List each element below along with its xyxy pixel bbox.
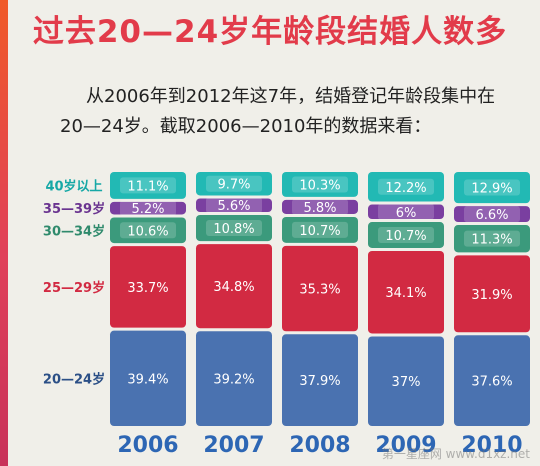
intro-line-1: 从2006年到2012年这7年，结婚登记年龄段集中在 <box>86 86 496 107</box>
data-label-2006-1: 33.7% <box>127 281 168 296</box>
data-label-2008-0: 37.9% <box>299 374 340 389</box>
bar-segment-2006-0 <box>110 330 186 426</box>
bar-label-bg-2010-2 <box>464 230 520 247</box>
bar-label-bg-2009-3 <box>378 203 434 220</box>
bar-label-bg-2010-3 <box>464 206 520 223</box>
data-label-2007-4: 9.7% <box>217 178 250 193</box>
bar-label-bg-2006-4 <box>120 177 176 194</box>
bar-segment-2008-3 <box>282 199 358 214</box>
data-label-2008-1: 35.3% <box>299 283 340 298</box>
data-label-2006-3: 5.2% <box>131 202 164 217</box>
bar-segment-2006-3 <box>110 201 186 215</box>
bar-segment-2008-2 <box>282 216 358 243</box>
bar-segment-2007-1 <box>196 244 272 329</box>
data-label-2010-1: 31.9% <box>471 288 512 303</box>
legend-item-2: 30—34岁 <box>43 223 105 239</box>
bar-segment-2007-4 <box>196 172 272 196</box>
data-label-2008-2: 10.7% <box>299 224 340 239</box>
bar-label-bg-2007-4 <box>206 175 262 192</box>
data-label-2009-2: 10.7% <box>385 229 426 244</box>
bar-label-bg-2007-3 <box>206 197 262 214</box>
bar-segment-2009-4 <box>368 172 444 202</box>
bar-segment-2006-2 <box>110 217 186 244</box>
data-label-2009-4: 12.2% <box>385 181 426 196</box>
legend-item-3: 35—39岁 <box>43 201 105 217</box>
data-label-2007-2: 10.8% <box>213 222 254 237</box>
data-label-2010-3: 6.6% <box>475 208 508 223</box>
bar-label-bg-2010-4 <box>464 179 520 196</box>
x-tick-label-2006: 2006 <box>117 433 178 458</box>
x-tick-label-2010: 2010 <box>461 433 522 458</box>
bar-segment-2008-0 <box>282 334 358 426</box>
bar-segment-2010-3 <box>454 206 530 223</box>
legend-item-0: 20—24岁 <box>43 371 105 387</box>
bar-segment-2009-3 <box>368 204 444 220</box>
bar-segment-2007-0 <box>196 331 272 426</box>
bar-segment-2008-4 <box>282 172 358 197</box>
watermark: 第一星座网 www.d1xz.net <box>382 446 530 461</box>
bar-segment-2010-0 <box>454 335 530 426</box>
data-label-2007-3: 5.6% <box>217 199 250 214</box>
data-label-2009-3: 6% <box>396 206 417 221</box>
data-label-2010-0: 37.6% <box>471 375 512 390</box>
bar-label-bg-2006-2 <box>120 222 176 239</box>
bar-segment-2009-0 <box>368 336 444 426</box>
bar-segment-2010-4 <box>454 172 530 204</box>
legend-item-4: 40岁以上 <box>45 178 102 194</box>
data-label-2007-0: 39.2% <box>213 373 254 388</box>
data-label-2006-4: 11.1% <box>127 179 168 194</box>
bar-label-bg-2009-2 <box>378 226 434 243</box>
bar-segment-2008-1 <box>282 245 358 332</box>
bar-label-bg-2009-4 <box>378 178 434 195</box>
data-label-2006-2: 10.6% <box>127 224 168 239</box>
bar-segment-2010-2 <box>454 225 530 253</box>
page-title: 过去20—24岁年龄段结婚人数多 <box>32 14 508 50</box>
x-tick-label-2009: 2009 <box>375 433 436 458</box>
bar-segment-2006-1 <box>110 246 186 328</box>
decorative-side-band <box>0 0 8 466</box>
bar-label-bg-2007-2 <box>206 220 262 237</box>
data-label-2008-3: 5.8% <box>303 201 336 216</box>
bar-label-bg-2008-4 <box>292 176 348 193</box>
bar-segment-2009-2 <box>368 222 444 248</box>
data-label-2006-0: 39.4% <box>127 372 168 387</box>
bar-label-bg-2008-2 <box>292 221 348 238</box>
data-label-2009-1: 34.1% <box>385 286 426 301</box>
bar-label-bg-2008-3 <box>292 198 348 215</box>
x-tick-label-2007: 2007 <box>203 433 264 458</box>
intro-text: 从2006年到2012年这7年，结婚登记年龄段集中在 20—24岁。截取2006… <box>60 82 520 142</box>
bar-segment-2009-1 <box>368 250 444 334</box>
x-tick-label-2008: 2008 <box>289 433 350 458</box>
bar-segment-2010-1 <box>454 255 530 333</box>
bar-label-bg-2006-3 <box>120 200 176 217</box>
bar-segment-2007-2 <box>196 214 272 242</box>
bar-segment-2006-4 <box>110 172 186 199</box>
data-label-2009-0: 37% <box>392 375 421 390</box>
data-label-2008-4: 10.3% <box>299 178 340 193</box>
data-label-2010-4: 12.9% <box>471 182 512 197</box>
intro-line-2: 20—24岁。截取2006—2010年的数据来看： <box>60 116 432 137</box>
bar-segment-2007-3 <box>196 198 272 212</box>
data-label-2007-1: 34.8% <box>213 280 254 295</box>
data-label-2010-2: 11.3% <box>471 233 512 248</box>
legend-item-1: 25—29岁 <box>43 280 105 296</box>
